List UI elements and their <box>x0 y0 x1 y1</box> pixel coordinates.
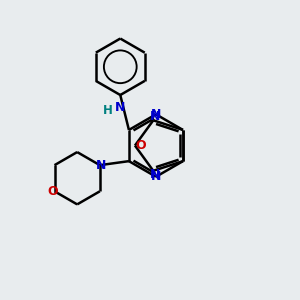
Text: H: H <box>103 103 113 117</box>
Text: O: O <box>48 185 58 198</box>
Text: N: N <box>150 168 160 181</box>
Text: N: N <box>96 159 106 172</box>
Text: N: N <box>115 100 125 114</box>
Text: O: O <box>135 139 146 152</box>
Text: N: N <box>151 108 161 121</box>
Text: N: N <box>150 110 160 123</box>
Text: N: N <box>151 170 161 183</box>
